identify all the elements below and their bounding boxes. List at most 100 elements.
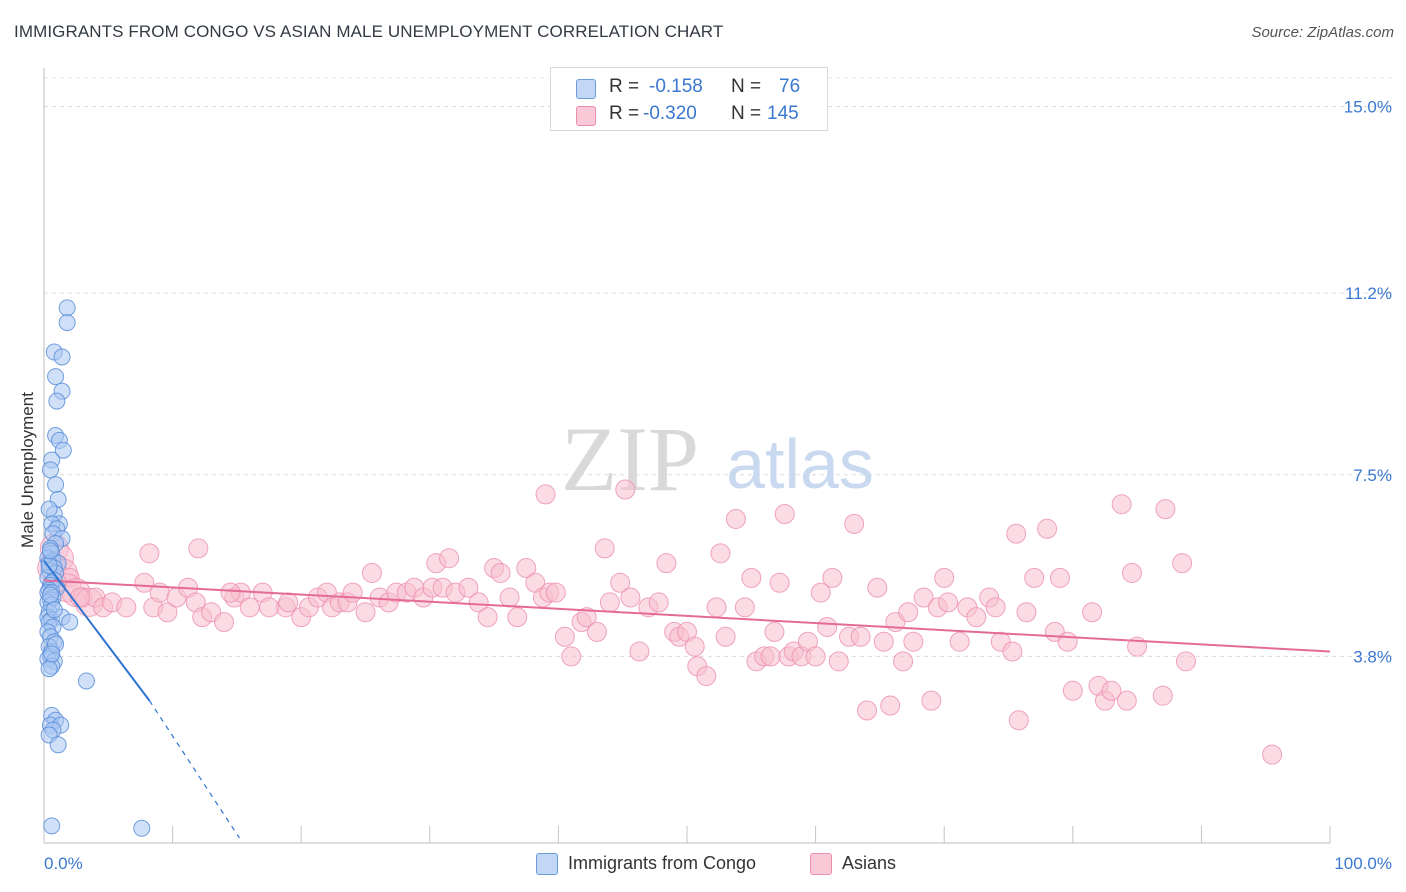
asians-point xyxy=(822,567,843,588)
asians-point xyxy=(921,690,942,711)
legend-n-label: N = xyxy=(731,103,762,124)
asians-point xyxy=(116,597,137,618)
congo-trend-extension xyxy=(148,700,240,839)
congo-point xyxy=(53,348,71,366)
legend-r-value-asians: -0.320 xyxy=(643,103,697,124)
asians-point xyxy=(764,621,785,642)
asians-point xyxy=(615,479,636,500)
asians-point xyxy=(507,607,528,628)
congo-point xyxy=(45,601,63,619)
asians-point xyxy=(934,567,955,588)
asians-point xyxy=(938,592,959,613)
bottom-legend-swatch-asians xyxy=(810,853,832,875)
congo-point xyxy=(49,736,67,754)
congo-point xyxy=(40,500,58,518)
congo-point xyxy=(54,441,72,459)
asians-point xyxy=(648,592,669,613)
asians-point xyxy=(828,651,849,672)
asians-point xyxy=(880,695,901,716)
watermark: ZIP atlas xyxy=(561,408,874,510)
asians-point xyxy=(594,538,615,559)
asians-point xyxy=(810,582,831,603)
bottom-legend-label-asians: Asians xyxy=(842,853,897,873)
congo-point xyxy=(58,314,76,332)
asians-point xyxy=(1101,680,1122,701)
asians-point xyxy=(361,562,382,583)
asians-point xyxy=(873,631,894,652)
asians-point xyxy=(949,631,970,652)
asians-point xyxy=(1024,567,1045,588)
congo-point xyxy=(48,392,66,410)
asians-point xyxy=(586,621,607,642)
asians-point xyxy=(355,602,376,623)
asians-point xyxy=(715,626,736,647)
asians-point xyxy=(844,513,865,534)
congo-point xyxy=(40,660,58,678)
bottom-legend-label-congo: Immigrants from Congo xyxy=(568,853,757,873)
asians-point xyxy=(629,641,650,662)
asians-point xyxy=(760,646,781,667)
asians-point xyxy=(610,572,631,593)
chart-title: IMMIGRANTS FROM CONGO VS ASIAN MALE UNEM… xyxy=(14,22,724,41)
asians-points xyxy=(37,479,1283,765)
trend-lines xyxy=(43,560,1331,839)
asians-point xyxy=(214,612,235,633)
congo-point xyxy=(43,817,61,835)
asians-point xyxy=(278,592,299,613)
asians-point xyxy=(966,607,987,628)
asians-point xyxy=(696,666,717,687)
asians-point xyxy=(516,558,537,579)
asians-point xyxy=(913,587,934,608)
tick-labels: 3.8% 7.5% 11.2% 15.0% 0.0% 100.0% xyxy=(44,98,1392,873)
x-tick-label: 0.0% xyxy=(44,854,83,873)
asians-point xyxy=(769,572,790,593)
congo-trend-line xyxy=(43,560,151,702)
asians-point xyxy=(1006,523,1027,544)
asians-point xyxy=(468,592,489,613)
legend-r-value-congo: -0.158 xyxy=(649,76,703,97)
asians-point xyxy=(342,582,363,603)
asians-point xyxy=(554,626,575,647)
congo-point xyxy=(41,461,59,479)
asians-point xyxy=(774,504,795,525)
legend-row-congo: R = -0.158 N = 76 xyxy=(551,74,827,100)
asians-point xyxy=(857,700,878,721)
asians-point xyxy=(545,582,566,603)
asians-trend-line xyxy=(43,579,1331,653)
asians-point xyxy=(70,587,91,608)
legend-swatch-asians xyxy=(576,106,596,126)
congo-point xyxy=(41,542,59,560)
asians-point xyxy=(656,553,677,574)
congo-point xyxy=(40,557,58,575)
asians-point xyxy=(1155,499,1176,520)
asians-point xyxy=(1008,710,1029,731)
asians-point xyxy=(1121,562,1142,583)
asians-point xyxy=(1172,553,1193,574)
asians-point xyxy=(499,587,520,608)
asians-point xyxy=(741,567,762,588)
asians-point xyxy=(805,646,826,667)
asians-point xyxy=(477,607,498,628)
asians-point xyxy=(535,484,556,505)
congo-point xyxy=(43,645,61,663)
asians-point xyxy=(1082,602,1103,623)
asians-point xyxy=(710,543,731,564)
congo-point xyxy=(133,819,151,837)
asians-point xyxy=(620,587,641,608)
asians-point xyxy=(1002,641,1023,662)
asians-point xyxy=(1175,651,1196,672)
asians-point xyxy=(1152,685,1173,706)
congo-points xyxy=(39,299,151,837)
asians-point xyxy=(850,626,871,647)
legend-swatch-congo xyxy=(576,79,596,99)
congo-point xyxy=(47,368,65,386)
asians-point xyxy=(817,616,838,637)
asians-point xyxy=(1111,494,1132,515)
asians-point xyxy=(903,631,924,652)
asians-point xyxy=(458,577,479,598)
y-tick-label: 3.8% xyxy=(1353,647,1392,666)
asians-point xyxy=(220,582,241,603)
asians-point xyxy=(259,597,280,618)
asians-point xyxy=(985,597,1006,618)
